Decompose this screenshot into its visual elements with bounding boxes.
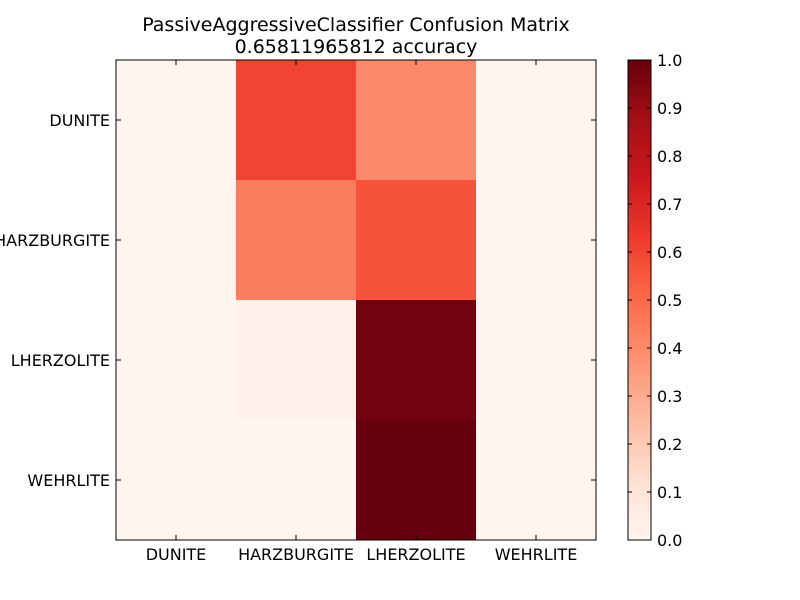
chart-subtitle: 0.65811965812 accuracy — [235, 36, 478, 58]
colorbar-tick-label: 0.5 — [657, 291, 682, 310]
heatmap-cell — [356, 60, 477, 181]
colorbar-tick-label: 0.2 — [657, 435, 682, 454]
plot-frame — [115, 59, 597, 541]
colorbar-tick-label: 0.4 — [657, 339, 682, 358]
y-tick-label: WEHRLITE — [27, 471, 110, 490]
heatmap-cell — [356, 180, 477, 301]
colorbar-tick-label: 0.9 — [657, 99, 682, 118]
x-tick-label: HARZBURGITE — [238, 545, 354, 564]
heatmap-cell — [476, 180, 597, 301]
x-tick-label: DUNITE — [146, 545, 207, 564]
heatmap-cell — [236, 60, 357, 181]
heatmap-cell — [116, 300, 237, 421]
heatmap-cells — [116, 60, 597, 541]
y-axis-ticks: DUNITE HARZBURGITE LHERZOLITE WEHRLITE — [0, 111, 596, 490]
heatmap-cell — [116, 420, 237, 541]
heatmap-cell — [356, 300, 477, 421]
y-tick-label: DUNITE — [49, 111, 110, 130]
x-axis-ticks: DUNITE HARZBURGITE LHERZOLITE WEHRLITE — [146, 60, 578, 564]
y-tick-label: LHERZOLITE — [11, 351, 110, 370]
heatmap-cell — [476, 420, 597, 541]
colorbar-tick-label: 0.6 — [657, 243, 682, 262]
heatmap-cell — [476, 300, 597, 421]
x-tick-label: WEHRLITE — [495, 545, 578, 564]
heatmap-cell — [116, 180, 237, 301]
heatmap-cell — [356, 420, 477, 541]
colorbar-tick-label: 0.8 — [657, 147, 682, 166]
x-tick-label: LHERZOLITE — [366, 545, 465, 564]
colorbar-tick-label: 0.3 — [657, 387, 682, 406]
y-tick-label: HARZBURGITE — [0, 231, 110, 250]
colorbar — [628, 60, 651, 540]
colorbar-tick-label: 0.0 — [657, 531, 682, 550]
heatmap-cell — [236, 180, 357, 301]
heatmap-cell — [476, 60, 597, 181]
heatmap-cell — [116, 60, 237, 181]
heatmap-cell — [236, 300, 357, 421]
colorbar-tick-label: 0.1 — [657, 483, 682, 502]
colorbar-tick-label: 0.7 — [657, 195, 682, 214]
heatmap-cell — [236, 420, 357, 541]
colorbar-ticks: 0.0 0.1 0.2 0.3 0.4 0.5 0.6 0.7 0.8 0.9 1.0 — [628, 51, 682, 550]
chart-title: PassiveAggressiveClassifier Confusion Ma… — [142, 14, 570, 36]
colorbar-tick-label: 1.0 — [657, 51, 682, 70]
